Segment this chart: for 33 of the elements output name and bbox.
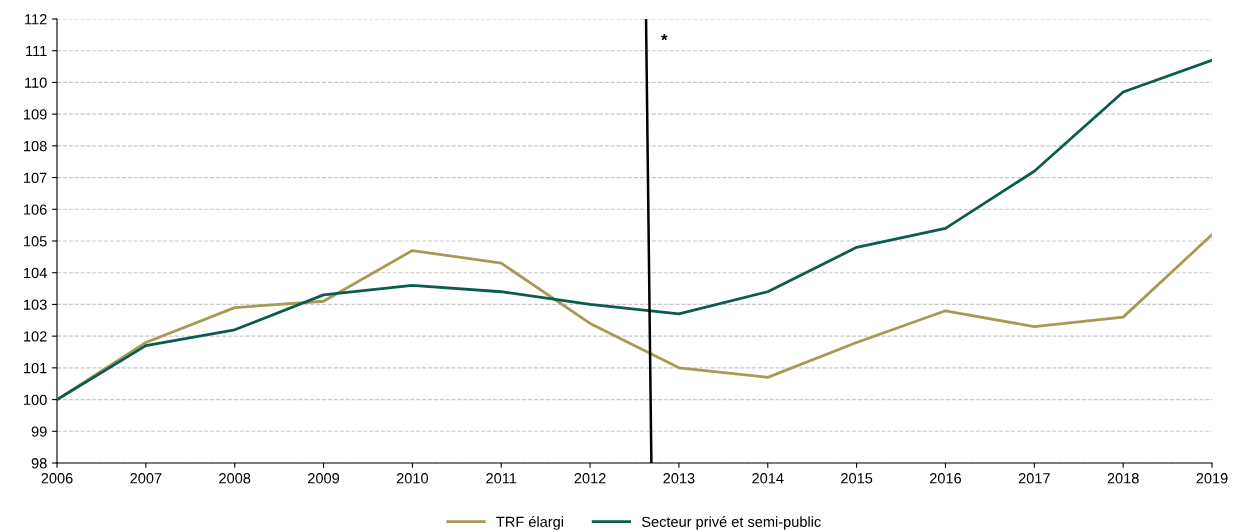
y-tick-label: 107	[24, 172, 47, 183]
y-tick-label: 100	[24, 394, 47, 405]
x-tick-label: 2012	[574, 473, 606, 484]
x-tick-label: 2010	[396, 473, 429, 484]
x-tick-label: 2011	[486, 473, 517, 484]
x-tick-label: 2007	[130, 473, 162, 484]
x-tick-label: 2009	[308, 473, 340, 484]
y-tick-label: 112	[25, 14, 47, 25]
x-tick-label: 2017	[1018, 473, 1050, 484]
x-tick-label: 2018	[1107, 473, 1139, 484]
x-tick-label: 2006	[41, 473, 73, 484]
y-tick-label: 102	[24, 331, 47, 342]
y-tick-label: 109	[24, 109, 47, 120]
legend-label: Secteur privé et semi-public	[641, 516, 821, 530]
y-tick-label: 101	[24, 362, 47, 374]
line-series	[57, 58, 1212, 401]
y-tick-label: 106	[24, 204, 47, 215]
legend-label: TRF élargi	[496, 516, 564, 530]
y-tick-label: 104	[24, 267, 47, 279]
x-tick-label: 2013	[663, 473, 695, 484]
x-tick-label: 2016	[929, 473, 962, 484]
y-tick-label: 108	[24, 140, 47, 152]
annotation: *	[661, 34, 668, 41]
x-tick-label: 2008	[219, 473, 251, 484]
y-tick-label: 105	[24, 236, 47, 247]
x-tick-label: 2015	[841, 473, 873, 484]
y-tick-label: 99	[31, 426, 47, 437]
y-tick-label: 98	[31, 458, 47, 469]
x-tick-label: 2014	[752, 473, 784, 484]
y-tick-label: 103	[24, 299, 47, 310]
y-tick-label: 110	[25, 77, 47, 88]
x-tick-label: 2019	[1196, 473, 1228, 484]
y-tick-label: 111	[26, 45, 47, 56]
